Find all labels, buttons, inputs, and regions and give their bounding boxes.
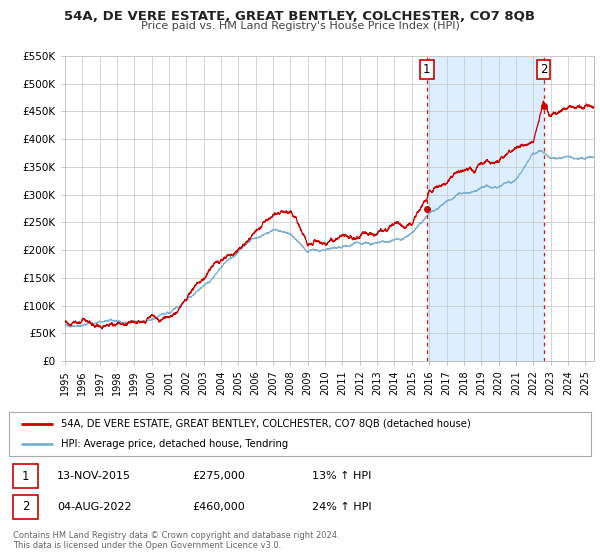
Text: 24% ↑ HPI: 24% ↑ HPI	[312, 502, 371, 512]
Text: HPI: Average price, detached house, Tendring: HPI: Average price, detached house, Tend…	[61, 439, 289, 449]
Text: £460,000: £460,000	[192, 502, 245, 512]
Text: 1: 1	[423, 63, 431, 76]
Text: 1: 1	[22, 469, 29, 483]
Text: 2: 2	[22, 500, 29, 514]
Text: 54A, DE VERE ESTATE, GREAT BENTLEY, COLCHESTER, CO7 8QB: 54A, DE VERE ESTATE, GREAT BENTLEY, COLC…	[65, 10, 536, 23]
Text: 13% ↑ HPI: 13% ↑ HPI	[312, 471, 371, 481]
Text: 04-AUG-2022: 04-AUG-2022	[57, 502, 131, 512]
Text: Price paid vs. HM Land Registry's House Price Index (HPI): Price paid vs. HM Land Registry's House …	[140, 21, 460, 31]
Text: 13-NOV-2015: 13-NOV-2015	[57, 471, 131, 481]
Bar	[427, 56, 544, 361]
Text: Contains HM Land Registry data © Crown copyright and database right 2024.
This d: Contains HM Land Registry data © Crown c…	[13, 530, 340, 550]
Text: £275,000: £275,000	[192, 471, 245, 481]
Text: 2: 2	[540, 63, 547, 76]
Text: 54A, DE VERE ESTATE, GREAT BENTLEY, COLCHESTER, CO7 8QB (detached house): 54A, DE VERE ESTATE, GREAT BENTLEY, COLC…	[61, 419, 471, 429]
